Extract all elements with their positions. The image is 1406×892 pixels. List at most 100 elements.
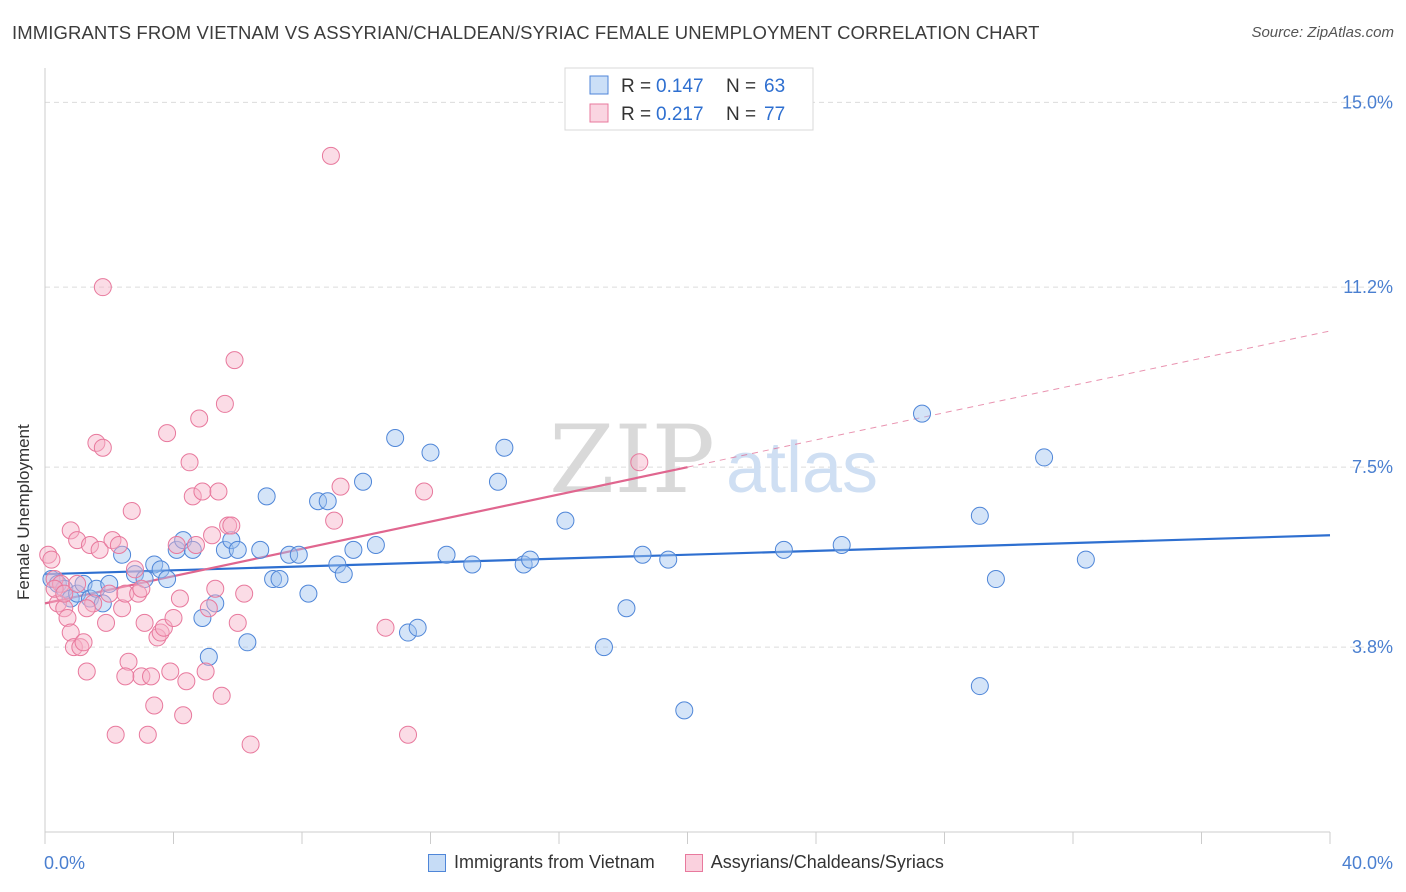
data-point-assyrian bbox=[55, 599, 74, 618]
data-point-assyrian bbox=[138, 725, 157, 744]
data-point-assyrian bbox=[142, 667, 161, 686]
data-point-vietnam bbox=[421, 443, 440, 462]
data-point-assyrian bbox=[241, 735, 260, 754]
data-point-assyrian bbox=[167, 535, 186, 554]
data-point-assyrian bbox=[100, 584, 119, 603]
data-point-assyrian bbox=[177, 672, 196, 691]
data-point-vietnam bbox=[113, 545, 132, 564]
legend-n-value: 77 bbox=[764, 104, 785, 125]
data-points bbox=[39, 146, 1095, 754]
data-point-assyrian bbox=[325, 511, 344, 530]
data-point-assyrian bbox=[212, 686, 231, 705]
trend-lines bbox=[44, 330, 1331, 605]
legend-r-label: R = bbox=[621, 76, 651, 97]
data-point-vietnam bbox=[913, 404, 932, 423]
data-point-assyrian bbox=[129, 584, 148, 603]
data-point-assyrian bbox=[193, 482, 212, 501]
legend-n-value: 63 bbox=[764, 76, 785, 97]
legend-swatch-pink bbox=[684, 853, 703, 872]
watermark: ZIP atlas bbox=[549, 406, 878, 515]
data-point-vietnam bbox=[659, 550, 678, 569]
data-point-vietnam bbox=[1076, 550, 1095, 569]
data-point-assyrian bbox=[135, 613, 154, 632]
legend-bottom: Immigrants from Vietnam Assyrians/Chalde… bbox=[428, 852, 974, 873]
x-tick-label: 40.0% bbox=[1342, 853, 1393, 873]
data-point-assyrian bbox=[203, 526, 222, 545]
data-point-vietnam bbox=[1035, 448, 1054, 467]
data-point-assyrian bbox=[45, 579, 64, 598]
axes bbox=[44, 68, 1331, 844]
data-point-assyrian bbox=[151, 623, 170, 642]
data-point-vietnam bbox=[344, 540, 363, 559]
data-point-assyrian bbox=[415, 482, 434, 501]
data-point-assyrian bbox=[119, 652, 138, 671]
data-point-assyrian bbox=[93, 278, 112, 297]
legend-top: R = 0.147 N = 63 R = 0.217 N = 77 bbox=[564, 67, 814, 131]
data-point-assyrian bbox=[235, 584, 254, 603]
data-point-assyrian bbox=[148, 628, 167, 647]
data-point-assyrian bbox=[158, 424, 177, 443]
trend-line-assyrian-extension bbox=[687, 330, 1331, 468]
data-point-vietnam bbox=[386, 428, 405, 447]
y-tick-label: 15.0% bbox=[1342, 92, 1393, 112]
data-point-assyrian bbox=[630, 453, 649, 472]
data-point-assyrian bbox=[170, 589, 189, 608]
data-point-vietnam bbox=[970, 506, 989, 525]
data-point-vietnam bbox=[556, 511, 575, 530]
data-point-vietnam bbox=[238, 633, 257, 652]
legend-r-value: 0.217 bbox=[656, 104, 704, 125]
data-point-assyrian bbox=[186, 535, 205, 554]
data-point-assyrian bbox=[161, 662, 180, 681]
data-point-vietnam bbox=[309, 492, 328, 511]
data-point-assyrian bbox=[206, 579, 225, 598]
legend-swatch-blue bbox=[428, 853, 446, 872]
data-point-vietnam bbox=[495, 438, 514, 457]
data-point-assyrian bbox=[80, 535, 99, 554]
data-point-assyrian bbox=[77, 599, 96, 618]
data-point-vietnam bbox=[354, 472, 373, 491]
data-point-vietnam bbox=[408, 618, 427, 637]
data-point-vietnam bbox=[151, 560, 170, 579]
legend-item-assyrian[interactable]: Assyrians/Chaldeans/Syriacs bbox=[684, 852, 944, 873]
data-point-assyrian bbox=[106, 725, 125, 744]
legend-n-label: N = bbox=[726, 76, 756, 97]
data-point-assyrian bbox=[196, 662, 215, 681]
data-point-assyrian bbox=[64, 638, 83, 657]
data-point-assyrian bbox=[164, 608, 183, 627]
data-point-assyrian bbox=[331, 477, 350, 496]
data-point-assyrian bbox=[209, 482, 228, 501]
data-point-assyrian bbox=[190, 409, 209, 428]
data-point-vietnam bbox=[228, 540, 247, 559]
data-point-assyrian bbox=[125, 560, 144, 579]
chart-title: IMMIGRANTS FROM VIETNAM VS ASSYRIAN/CHAL… bbox=[12, 22, 1040, 43]
data-point-vietnam bbox=[328, 555, 347, 574]
data-point-vietnam bbox=[251, 540, 270, 559]
data-point-assyrian bbox=[116, 667, 135, 686]
data-point-assyrian bbox=[68, 574, 87, 593]
data-point-assyrian bbox=[42, 550, 61, 569]
legend-r-label: R = bbox=[621, 104, 651, 125]
data-point-assyrian bbox=[77, 662, 96, 681]
data-point-assyrian bbox=[321, 146, 340, 165]
data-point-assyrian bbox=[58, 608, 77, 627]
data-point-vietnam bbox=[617, 599, 636, 618]
data-point-assyrian bbox=[39, 545, 58, 564]
data-point-vietnam bbox=[100, 574, 119, 593]
data-point-assyrian bbox=[225, 351, 244, 370]
data-point-assyrian bbox=[154, 618, 173, 637]
data-point-assyrian bbox=[132, 667, 151, 686]
gridlines bbox=[45, 101, 1385, 648]
legend-item-vietnam[interactable]: Immigrants from Vietnam bbox=[428, 852, 655, 873]
data-point-assyrian bbox=[97, 613, 116, 632]
data-point-assyrian bbox=[113, 599, 132, 618]
data-point-vietnam bbox=[158, 570, 177, 589]
data-point-assyrian bbox=[174, 706, 193, 725]
data-point-vietnam bbox=[633, 545, 652, 564]
data-point-vietnam bbox=[774, 540, 793, 559]
data-point-vietnam bbox=[399, 623, 418, 642]
legend-label-vietnam: Immigrants from Vietnam bbox=[454, 852, 655, 872]
data-point-assyrian bbox=[183, 487, 202, 506]
data-point-vietnam bbox=[167, 540, 186, 559]
y-tick-label: 7.5% bbox=[1352, 457, 1393, 477]
data-point-vietnam bbox=[488, 472, 507, 491]
